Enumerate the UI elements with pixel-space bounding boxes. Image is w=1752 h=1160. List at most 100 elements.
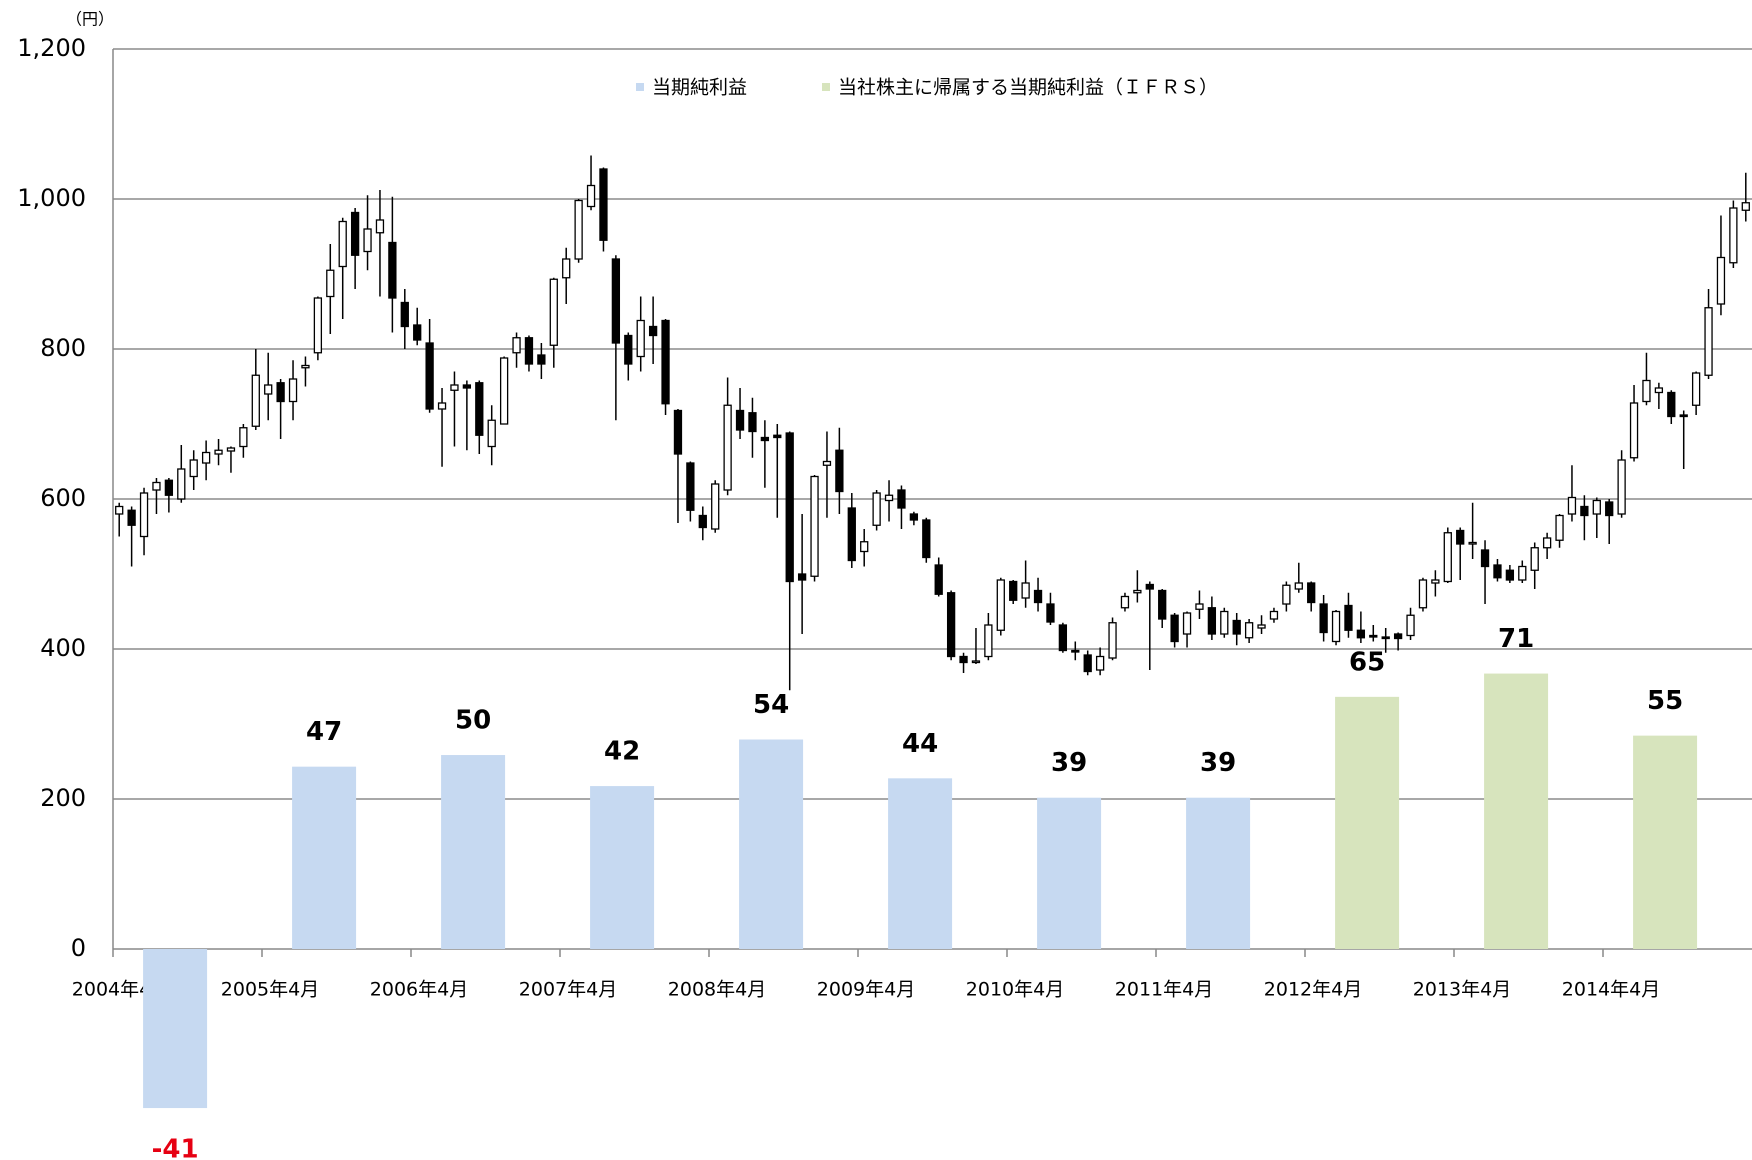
candle-body bbox=[909, 513, 919, 521]
candle-body bbox=[686, 462, 695, 511]
candle-body bbox=[512, 337, 521, 354]
candle-body bbox=[425, 342, 434, 410]
x-tick-label: 2007年4月 bbox=[519, 979, 617, 1001]
candle-body bbox=[1393, 633, 1403, 640]
value-label: 39 bbox=[1200, 748, 1236, 778]
candle-body bbox=[648, 325, 658, 337]
candle-body bbox=[1381, 636, 1390, 640]
candle-body bbox=[214, 449, 223, 455]
candle-body bbox=[872, 492, 881, 526]
candle-body bbox=[1220, 610, 1229, 635]
candle-body bbox=[984, 624, 993, 658]
value-label: 55 bbox=[1647, 686, 1683, 716]
candle-body bbox=[797, 573, 807, 581]
candle-body bbox=[698, 514, 707, 529]
candle-body bbox=[735, 409, 745, 431]
candle-body bbox=[239, 427, 248, 448]
candle-body bbox=[413, 324, 422, 341]
candle-body bbox=[437, 402, 447, 410]
candle-body bbox=[1269, 610, 1279, 620]
candle-body bbox=[946, 592, 956, 658]
y-tick-label: 600 bbox=[40, 484, 86, 512]
candle-body bbox=[1145, 583, 1154, 590]
y-tick-label: 1,000 bbox=[17, 184, 86, 212]
candle-body bbox=[301, 364, 310, 369]
candle-body bbox=[1356, 629, 1366, 639]
candle-body bbox=[611, 258, 621, 344]
candle-body bbox=[313, 297, 323, 354]
candle-body bbox=[847, 507, 856, 562]
candle-body bbox=[1319, 603, 1328, 634]
value-label: 42 bbox=[604, 737, 640, 767]
candle-body bbox=[164, 479, 174, 496]
candle-body bbox=[1232, 619, 1241, 635]
bar bbox=[1186, 797, 1251, 949]
candle-body bbox=[1431, 579, 1440, 584]
candle-body bbox=[1555, 514, 1564, 541]
candle-body bbox=[350, 211, 360, 256]
candle-body bbox=[475, 382, 484, 436]
candle-body bbox=[1095, 655, 1105, 671]
candle-body bbox=[115, 505, 124, 515]
candle-body bbox=[1071, 649, 1080, 653]
y-tick-label: 1,200 bbox=[17, 34, 86, 62]
value-label: 50 bbox=[455, 706, 491, 736]
candle-body bbox=[1505, 569, 1515, 581]
y-tick-label: 400 bbox=[40, 634, 86, 662]
candle-body bbox=[139, 492, 149, 538]
candle-body bbox=[264, 384, 273, 395]
candle-body bbox=[1406, 614, 1415, 637]
candle-body bbox=[1170, 614, 1179, 643]
bar bbox=[143, 949, 208, 1109]
candle-body bbox=[884, 494, 894, 502]
candle-body bbox=[1716, 256, 1726, 305]
legend-swatch bbox=[822, 83, 830, 91]
candle-body bbox=[1729, 207, 1738, 264]
candle-body bbox=[1605, 501, 1614, 517]
candle-body bbox=[785, 432, 794, 583]
y-tick-label: 800 bbox=[40, 334, 86, 362]
candle-body bbox=[599, 168, 608, 241]
candle-body bbox=[127, 509, 136, 526]
x-tick-label: 2010年4月 bbox=[966, 979, 1064, 1001]
candle-body bbox=[1369, 634, 1378, 638]
candle-body bbox=[487, 419, 496, 448]
candle-body bbox=[1182, 612, 1192, 635]
x-tick-label: 2014年4月 bbox=[1562, 979, 1660, 1001]
candle-body bbox=[1518, 565, 1527, 581]
candle-body bbox=[189, 459, 198, 478]
y-tick-label: 200 bbox=[40, 784, 86, 812]
candle-body bbox=[959, 655, 968, 664]
bar bbox=[1633, 735, 1698, 949]
candle-body bbox=[1207, 607, 1217, 635]
bar bbox=[292, 766, 357, 949]
candle-body bbox=[1046, 603, 1055, 623]
candle-body bbox=[1493, 564, 1502, 579]
candle-body bbox=[177, 468, 186, 500]
y-unit: （円） bbox=[66, 10, 114, 29]
candle-body bbox=[1567, 496, 1577, 515]
candle-body bbox=[1133, 589, 1142, 594]
value-label: -41 bbox=[152, 1135, 199, 1160]
candle-body bbox=[1083, 654, 1092, 673]
candle-body bbox=[810, 475, 819, 577]
legend-label: 当期純利益 bbox=[652, 77, 747, 99]
candle-body bbox=[1456, 529, 1465, 545]
candle-body bbox=[723, 404, 732, 491]
candle-body bbox=[996, 579, 1005, 631]
candle-body bbox=[326, 269, 335, 298]
candle-body bbox=[971, 660, 981, 664]
candle-body bbox=[922, 519, 931, 559]
bar bbox=[739, 739, 804, 949]
candle-body bbox=[1530, 547, 1539, 571]
candle-body bbox=[226, 447, 236, 452]
candle-body bbox=[363, 228, 372, 253]
candle-body bbox=[1480, 549, 1490, 568]
candle-body bbox=[1033, 589, 1043, 604]
candle-body bbox=[1629, 402, 1639, 459]
candle-body bbox=[1282, 584, 1291, 605]
candle-body bbox=[760, 436, 770, 442]
candle-body bbox=[860, 541, 869, 553]
